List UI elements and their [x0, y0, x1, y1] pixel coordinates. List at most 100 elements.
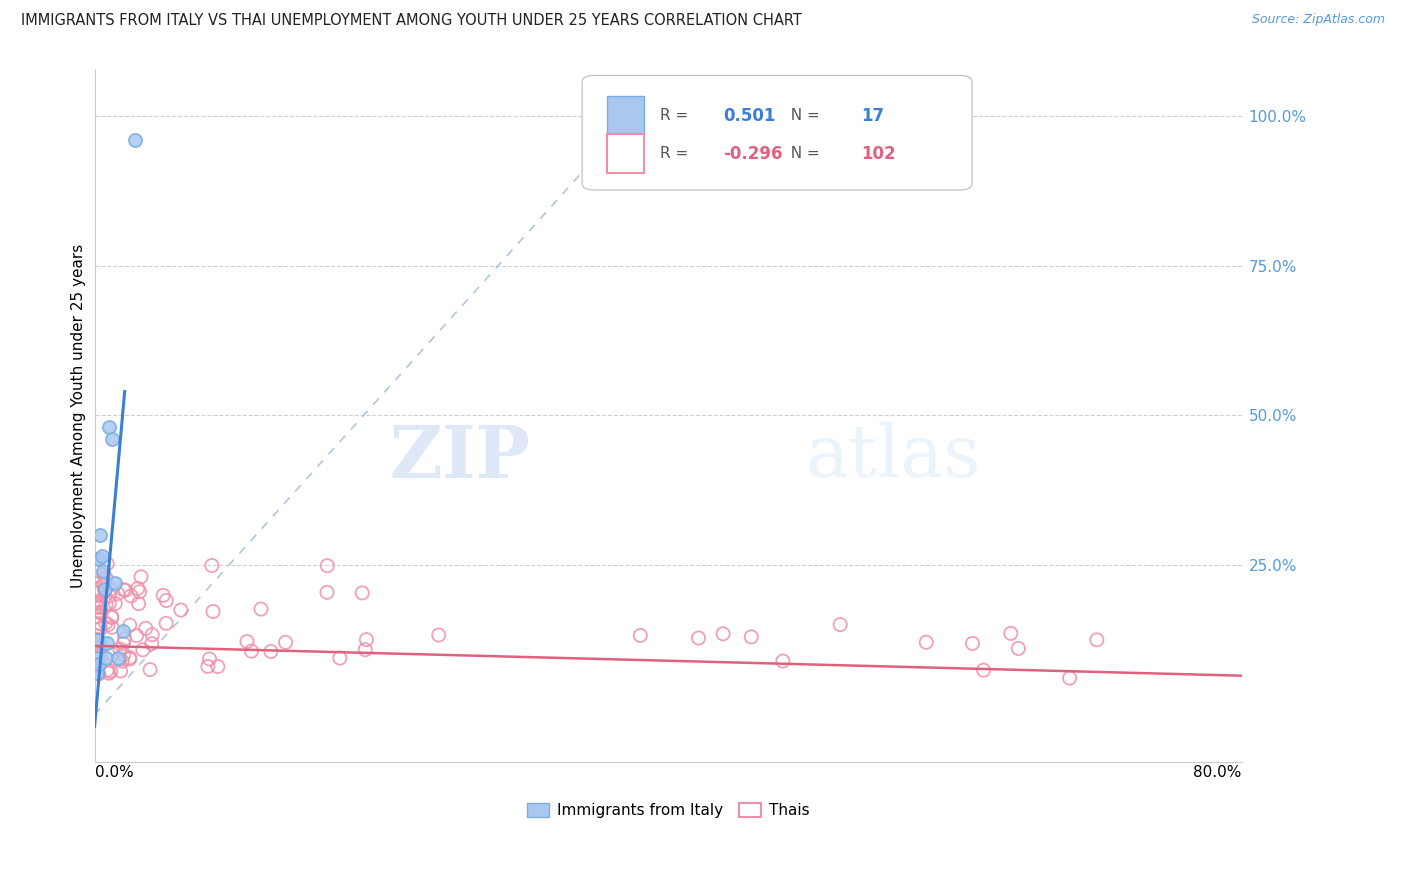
Text: 102: 102: [860, 145, 896, 163]
Point: [94, 597, 117, 611]
Text: 0.0%: 0.0%: [94, 765, 134, 780]
Point: [86, 599, 108, 614]
Point: [236, 634, 259, 648]
Point: [90, 606, 112, 620]
Point: [91, 578, 114, 592]
Point: [101, 433, 124, 447]
Point: [89, 605, 111, 619]
Point: [201, 558, 224, 573]
Point: [316, 585, 339, 599]
Point: [89, 599, 111, 614]
Point: [132, 642, 155, 657]
Text: 17: 17: [860, 107, 884, 125]
Point: [118, 650, 141, 665]
Point: [96, 663, 118, 677]
Point: [316, 558, 339, 573]
Point: [111, 654, 134, 668]
Point: [128, 597, 150, 611]
Point: [127, 582, 149, 596]
Point: [84, 596, 107, 610]
Point: [129, 570, 152, 584]
Point: [114, 583, 136, 598]
Point: [110, 664, 132, 678]
Point: [87, 657, 110, 671]
Point: [114, 632, 136, 646]
Point: [260, 644, 283, 658]
Point: [329, 651, 352, 665]
Point: [125, 628, 148, 642]
Point: [91, 564, 114, 578]
Point: [84, 628, 107, 642]
Text: N =: N =: [780, 146, 824, 161]
Point: [155, 616, 177, 631]
Point: [108, 652, 131, 666]
Point: [87, 632, 110, 647]
Point: [89, 528, 111, 542]
Point: [87, 552, 110, 566]
Point: [93, 582, 115, 596]
Point: [96, 636, 118, 650]
Point: [87, 585, 110, 599]
Point: [87, 639, 110, 653]
Point: [94, 571, 117, 585]
Point: [89, 639, 111, 653]
Point: [427, 628, 450, 642]
Point: [97, 617, 120, 632]
Point: [207, 659, 229, 673]
Point: [139, 663, 162, 677]
FancyBboxPatch shape: [582, 76, 972, 190]
Point: [124, 133, 146, 147]
Point: [973, 663, 995, 677]
Point: [90, 622, 112, 636]
Point: [86, 632, 108, 647]
Text: 80.0%: 80.0%: [1194, 765, 1241, 780]
Text: Source: ZipAtlas.com: Source: ZipAtlas.com: [1251, 13, 1385, 27]
Point: [112, 624, 135, 638]
Point: [100, 665, 122, 679]
Point: [84, 636, 107, 650]
Point: [250, 602, 273, 616]
Point: [101, 648, 124, 662]
Text: IMMIGRANTS FROM ITALY VS THAI UNEMPLOYMENT AMONG YOUTH UNDER 25 YEARS CORRELATIO: IMMIGRANTS FROM ITALY VS THAI UNEMPLOYME…: [21, 13, 801, 29]
Point: [86, 659, 108, 673]
Point: [962, 636, 984, 650]
Point: [197, 659, 219, 673]
Text: 0.501: 0.501: [723, 107, 776, 125]
Point: [1085, 632, 1108, 647]
Point: [94, 616, 117, 631]
Point: [1007, 641, 1029, 656]
Point: [90, 606, 112, 620]
Point: [87, 564, 110, 578]
Point: [740, 630, 762, 644]
Point: [104, 576, 127, 591]
Point: [112, 637, 135, 651]
Point: [274, 635, 297, 649]
Point: [352, 586, 374, 600]
Text: R =: R =: [659, 108, 699, 123]
Point: [170, 603, 193, 617]
Point: [89, 596, 111, 610]
Point: [688, 631, 710, 645]
Point: [96, 557, 118, 571]
Point: [89, 616, 111, 631]
Text: -0.296: -0.296: [723, 145, 783, 163]
Point: [772, 654, 794, 668]
Point: [84, 650, 107, 665]
Point: [101, 620, 124, 634]
Point: [89, 600, 111, 615]
Point: [86, 582, 108, 596]
Point: [86, 665, 108, 680]
Point: [84, 582, 107, 597]
Point: [93, 583, 115, 598]
Legend: Immigrants from Italy, Thais: Immigrants from Italy, Thais: [520, 797, 815, 824]
Point: [628, 628, 651, 642]
Point: [240, 644, 263, 658]
Point: [107, 650, 129, 665]
Point: [98, 596, 121, 610]
Point: [87, 667, 110, 681]
FancyBboxPatch shape: [607, 96, 644, 135]
Point: [830, 617, 852, 632]
Text: atlas: atlas: [806, 422, 981, 492]
Point: [112, 648, 135, 662]
Point: [93, 567, 115, 582]
